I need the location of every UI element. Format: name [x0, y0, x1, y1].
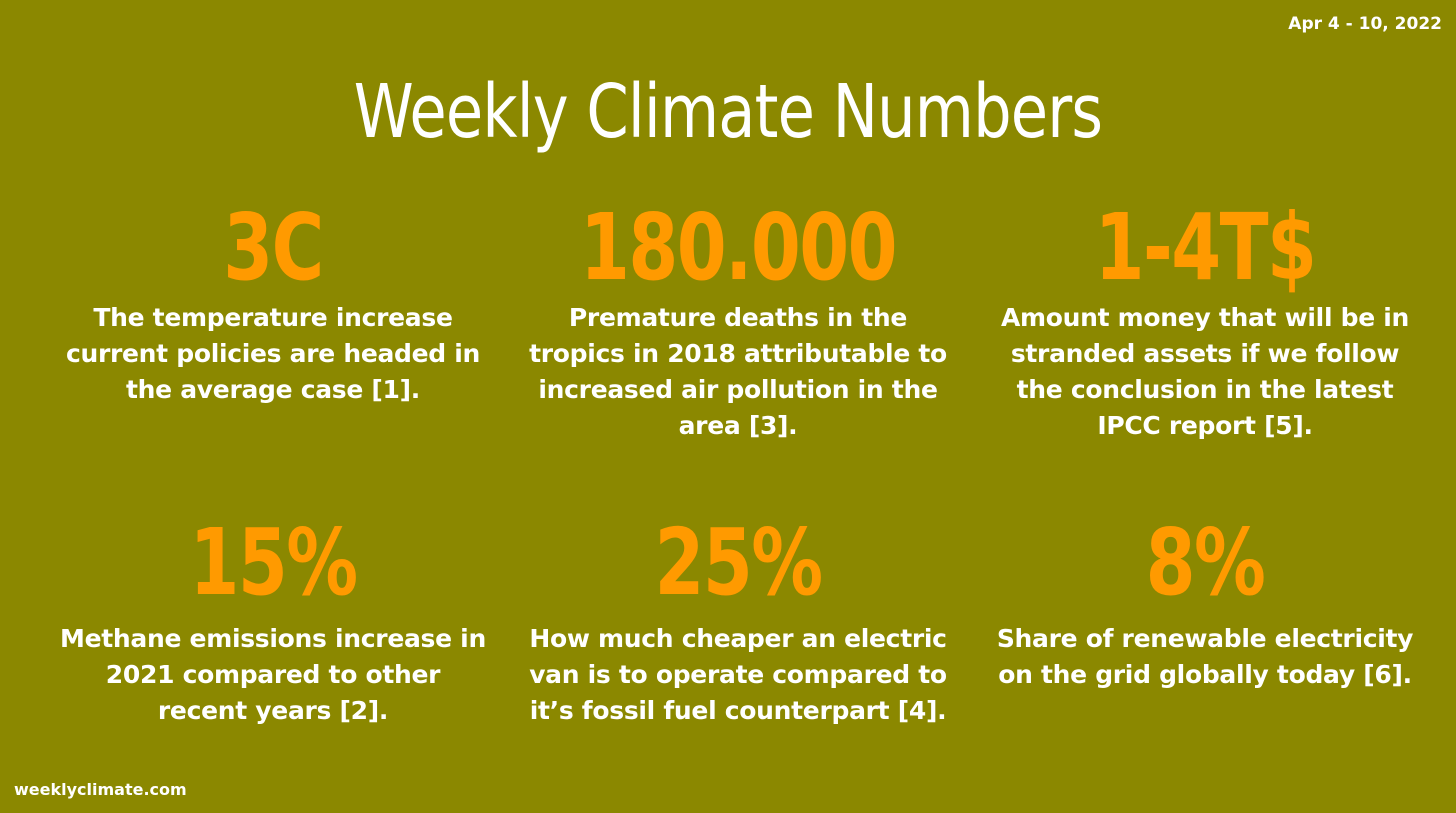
- stat-card: 8% Share of renewable electricity on the…: [985, 515, 1425, 693]
- stat-description: The temperature increase current policie…: [65, 303, 481, 404]
- stat-description: Methane emissions increase in 2021 compa…: [60, 624, 486, 725]
- stat-description: How much cheaper an electric van is to o…: [529, 624, 947, 725]
- stat-card: 1-4T$ Amount money that will be in stran…: [985, 200, 1425, 444]
- stat-description: Amount money that will be in stranded as…: [1000, 303, 1410, 440]
- stat-card: 180.000 Premature deaths in the tropics …: [518, 200, 958, 444]
- stat-description: Share of renewable electricity on the gr…: [996, 624, 1414, 689]
- stat-card: 15% Methane emissions increase in 2021 c…: [53, 515, 493, 729]
- stat-value: 25%: [654, 509, 823, 616]
- stat-value: 8%: [1145, 509, 1266, 616]
- stat-value: 15%: [189, 509, 358, 616]
- date-range: Apr 4 - 10, 2022: [1288, 14, 1442, 34]
- stat-value: 180.000: [580, 194, 897, 301]
- stat-card: 25% How much cheaper an electric van is …: [518, 515, 958, 729]
- stat-description: Premature deaths in the tropics in 2018 …: [529, 303, 947, 440]
- stat-value: 3C: [223, 194, 324, 301]
- stat-card: 3C The temperature increase current poli…: [53, 200, 493, 408]
- stat-value: 1-4T$: [1094, 194, 1317, 301]
- page-title: Weekly Climate Numbers: [353, 69, 1103, 155]
- site-url: weeklyclimate.com: [14, 780, 187, 799]
